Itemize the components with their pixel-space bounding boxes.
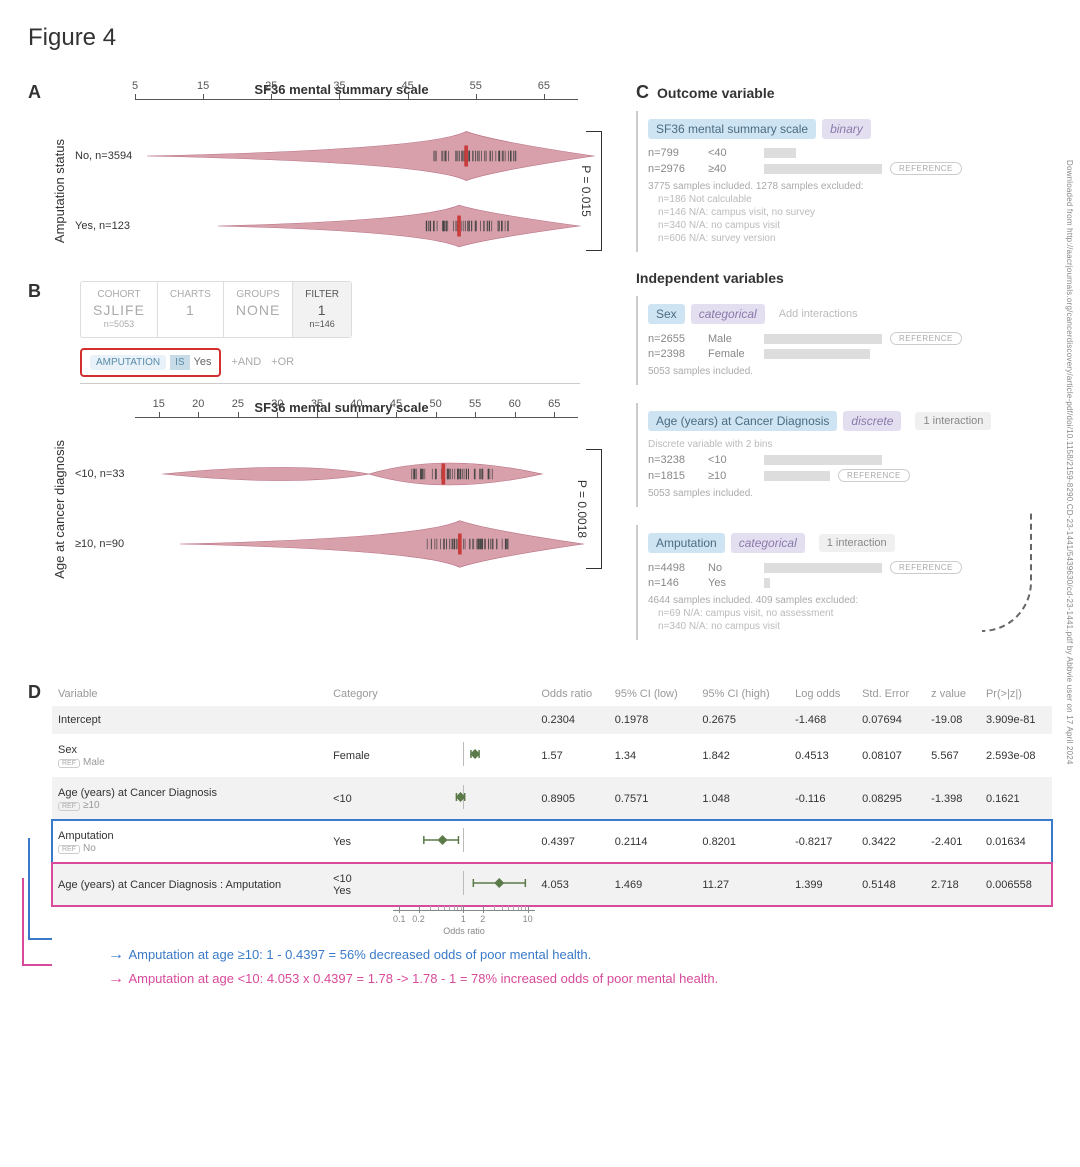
variable-card: Sex categorical Add interactions n=2655Male… xyxy=(636,296,1052,385)
reference-pill: REFERENCE xyxy=(890,162,962,175)
reference-pill: REFERENCE xyxy=(838,469,910,482)
query-op: IS xyxy=(170,355,189,370)
filter-bar: COHORTSJLIFEn=5053CHARTS1GROUPSNONEFILTE… xyxy=(80,281,352,338)
category-row: n=2398Female xyxy=(648,348,1052,360)
violin-body: No, n=3594 Yes, n=123 P = 0.015 xyxy=(75,121,608,261)
forest-table: VariableCategory Odds ratio95% CI (low)95… xyxy=(52,682,1052,906)
violin-body: <10, n=33 ≥10, n=90 P = 0.0018 xyxy=(75,439,608,579)
add-interactions[interactable]: Add interactions xyxy=(779,308,858,320)
panel-a-side-label: Amputation status xyxy=(52,139,67,243)
x-axis: 5152535455565 xyxy=(135,99,578,121)
exclusion-row: n=606 N/A: survey version xyxy=(658,233,1052,244)
add-and[interactable]: +AND xyxy=(231,356,261,368)
table-header: Std. Error xyxy=(856,682,925,706)
var-type-tag: categorical xyxy=(691,304,765,324)
panel-b-letter: B xyxy=(28,281,41,301)
divider xyxy=(80,383,580,384)
variable-card: SF36 mental summary scale binary n=799<40 n… xyxy=(636,111,1052,252)
download-watermark: Downloaded from http://aacrjournals.org/… xyxy=(1065,160,1074,765)
card-footnote: 5053 samples included. xyxy=(648,488,1052,499)
violin-row: ≥10, n=90 xyxy=(75,509,608,579)
panel-c-letter: C xyxy=(636,82,649,103)
variable-card: Age (years) at Cancer Diagnosis discrete 1… xyxy=(636,403,1052,507)
table-row: Age (years) at Cancer Diagnosis : Amputa… xyxy=(52,863,1052,906)
table-header: 95% CI (high) xyxy=(696,682,789,706)
var-name-tag[interactable]: Amputation xyxy=(648,533,725,553)
x-axis: 1520253035404550556065 xyxy=(135,417,578,439)
category-row: n=2655MaleREFERENCE xyxy=(648,332,1052,345)
reference-pill: REFERENCE xyxy=(890,332,962,345)
interaction-tag[interactable]: 1 interaction xyxy=(915,412,991,430)
violin-row: Yes, n=123 xyxy=(75,191,608,261)
table-row: AmputationREFNoYes0.43970.21140.8201-0.8… xyxy=(52,820,1052,863)
panel-b-chart: SF36 mental summary scale152025303540455… xyxy=(75,400,608,579)
filter-cell[interactable]: GROUPSNONE xyxy=(224,282,293,337)
category-row: n=2976≥40REFERENCE xyxy=(648,162,1052,175)
card-footnote: 5053 samples included. xyxy=(648,366,1052,377)
filter-cell[interactable]: FILTER1n=146 xyxy=(293,282,351,337)
table-header: z value xyxy=(925,682,980,706)
var-type-tag: discrete xyxy=(843,411,901,431)
table-header xyxy=(393,682,535,706)
interpretation-pink: → Amputation at age <10: 4.053 x 0.4397 … xyxy=(108,970,1052,988)
category-row: n=1815≥10REFERENCE xyxy=(648,469,1052,482)
query-var: AMPUTATION xyxy=(90,355,166,370)
query-pill[interactable]: AMPUTATION IS Yes xyxy=(80,348,221,377)
category-row: n=3238<10 xyxy=(648,454,1052,466)
var-desc: Discrete variable with 2 bins xyxy=(648,439,1052,450)
pvalue: P = 0.015 xyxy=(578,165,592,217)
outcome-header: Outcome variable xyxy=(657,85,775,101)
violin-row: No, n=3594 xyxy=(75,121,608,191)
pvalue-bracket: P = 0.0018 xyxy=(586,449,602,569)
table-header: Odds ratio xyxy=(535,682,608,706)
table-row: Age (years) at Cancer DiagnosisREF≥10<10… xyxy=(52,777,1052,820)
violin-row-label: <10, n=33 xyxy=(75,468,147,480)
violin-row: <10, n=33 xyxy=(75,439,608,509)
table-header: 95% CI (low) xyxy=(609,682,697,706)
panel-d: D VariableCategory Odds ratio95% CI (low)… xyxy=(28,682,1052,988)
pvalue: P = 0.0018 xyxy=(575,480,589,538)
odds-ratio-axis: 0.10.21210Odds ratio xyxy=(52,906,1052,940)
exclusion-row: n=146 N/A: campus visit, no survey xyxy=(658,207,1052,218)
var-name-tag[interactable]: Age (years) at Cancer Diagnosis xyxy=(648,411,837,431)
query-row: AMPUTATION IS Yes +AND +OR xyxy=(80,348,608,377)
card-footnote: 3775 samples included. 1278 samples excl… xyxy=(648,181,1052,192)
violin-row-label: ≥10, n=90 xyxy=(75,538,147,550)
panel-b-side-label: Age at cancer diagnosis xyxy=(52,440,67,579)
interaction-tag[interactable]: 1 interaction xyxy=(819,534,895,552)
panel-c: C Outcome variable SF36 mental summary s… xyxy=(636,82,1052,658)
pvalue-bracket: P = 0.015 xyxy=(586,131,602,251)
independent-header: Independent variables xyxy=(636,270,1052,286)
table-header: Pr(>|z|) xyxy=(980,682,1052,706)
table-row: Intercept0.23040.19780.2675-1.4680.07694… xyxy=(52,706,1052,734)
table-header: Category xyxy=(327,682,393,706)
query-val: Yes xyxy=(194,356,212,368)
filter-cell[interactable]: COHORTSJLIFEn=5053 xyxy=(81,282,158,337)
panel-d-letter: D xyxy=(28,682,44,703)
reference-pill: REFERENCE xyxy=(890,561,962,574)
table-header: Log odds xyxy=(789,682,856,706)
violin-row-label: Yes, n=123 xyxy=(75,220,147,232)
var-name-tag[interactable]: SF36 mental summary scale xyxy=(648,119,816,139)
table-row: SexREFMaleFemale1.571.341.8420.45130.081… xyxy=(52,734,1052,777)
panel-a-letter: A xyxy=(28,82,41,102)
figure-title: Figure 4 xyxy=(28,24,1052,52)
var-name-tag[interactable]: Sex xyxy=(648,304,685,324)
pink-arrow xyxy=(22,878,52,966)
table-header: Variable xyxy=(52,682,327,706)
category-row: n=799<40 xyxy=(648,147,1052,159)
exclusion-row: n=340 N/A: no campus visit xyxy=(658,220,1052,231)
panel-a-chart: SF36 mental summary scale5152535455565No… xyxy=(75,82,608,261)
add-or[interactable]: +OR xyxy=(271,356,294,368)
interpretation-blue: → Amputation at age ≥10: 1 - 0.4397 = 56… xyxy=(108,946,1052,964)
exclusion-row: n=186 Not calculable xyxy=(658,194,1052,205)
var-type-tag: binary xyxy=(822,119,871,139)
filter-cell[interactable]: CHARTS1 xyxy=(158,282,224,337)
violin-row-label: No, n=3594 xyxy=(75,150,147,162)
var-type-tag: categorical xyxy=(731,533,805,553)
